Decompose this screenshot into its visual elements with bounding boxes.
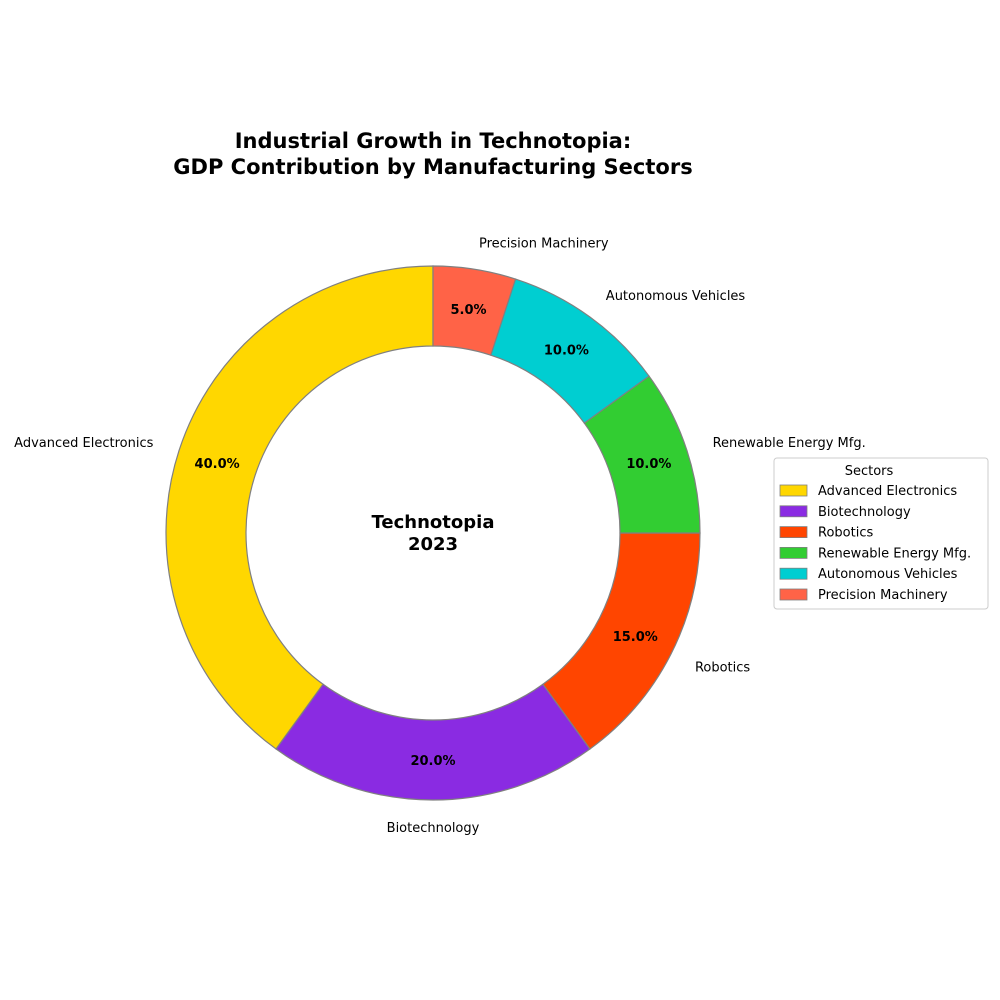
pct-label-biotechnology: 20.0% xyxy=(410,754,455,769)
legend-label-advanced-electronics: Advanced Electronics xyxy=(818,484,957,499)
pct-label-robotics: 15.0% xyxy=(613,630,658,645)
legend-frame xyxy=(773,457,989,610)
legend-title: Sectors xyxy=(845,464,894,479)
legend-label-robotics: Robotics xyxy=(818,526,873,541)
legend-label-renewable-energy-mfg: Renewable Energy Mfg. xyxy=(818,546,971,561)
percentage-labels-group: 40.0% 20.0% 15.0% 10.0% 10.0% 5.0% xyxy=(195,303,672,769)
legend-swatch-robotics xyxy=(779,526,808,538)
chart-title: Industrial Growth in Technotopia: GDP Con… xyxy=(173,129,692,179)
slice-advanced-electronics xyxy=(165,265,434,750)
legend-swatch-advanced-electronics xyxy=(779,484,808,497)
center-label-line: Technotopia xyxy=(372,512,495,533)
pct-label-precision-machinery: 5.0% xyxy=(450,303,486,318)
legend-label-autonomous-vehicles: Autonomous Vehicles xyxy=(818,567,958,582)
slice-label-robotics: Robotics xyxy=(695,660,750,675)
slice-biotechnology xyxy=(275,683,591,801)
slice-label-biotechnology: Biotechnology xyxy=(387,821,480,836)
chart-title-line: Industrial Growth in Technotopia: xyxy=(235,129,632,153)
slice-label-renewable-energy-mfg: Renewable Energy Mfg. xyxy=(713,436,866,451)
pct-label-advanced-electronics: 40.0% xyxy=(195,457,240,472)
chart-title-line: GDP Contribution by Manufacturing Sector… xyxy=(173,155,692,179)
slice-labels-group: Advanced Electronics Biotechnology Robotic… xyxy=(14,237,866,836)
slices-group xyxy=(165,265,701,801)
slice-label-precision-machinery: Precision Machinery xyxy=(479,237,609,252)
legend: Sectors Advanced Electronics Biotechnology… xyxy=(773,457,989,610)
slice-label-advanced-electronics: Advanced Electronics xyxy=(14,436,153,451)
pct-label-renewable-energy-mfg: 10.0% xyxy=(626,457,671,472)
legend-swatch-autonomous-vehicles xyxy=(779,567,808,580)
legend-label-precision-machinery: Precision Machinery xyxy=(818,588,948,603)
pct-label-autonomous-vehicles: 10.0% xyxy=(544,343,589,358)
center-label-line: 2023 xyxy=(408,534,458,555)
center-label: Technotopia 2023 xyxy=(372,512,495,555)
legend-swatch-renewable-energy-mfg xyxy=(779,547,808,559)
legend-swatch-precision-machinery xyxy=(779,588,808,601)
slice-precision-machinery xyxy=(432,265,517,356)
legend-swatch-biotechnology xyxy=(779,505,808,518)
legend-label-biotechnology: Biotechnology xyxy=(818,505,911,520)
slice-label-autonomous-vehicles: Autonomous Vehicles xyxy=(606,289,746,304)
